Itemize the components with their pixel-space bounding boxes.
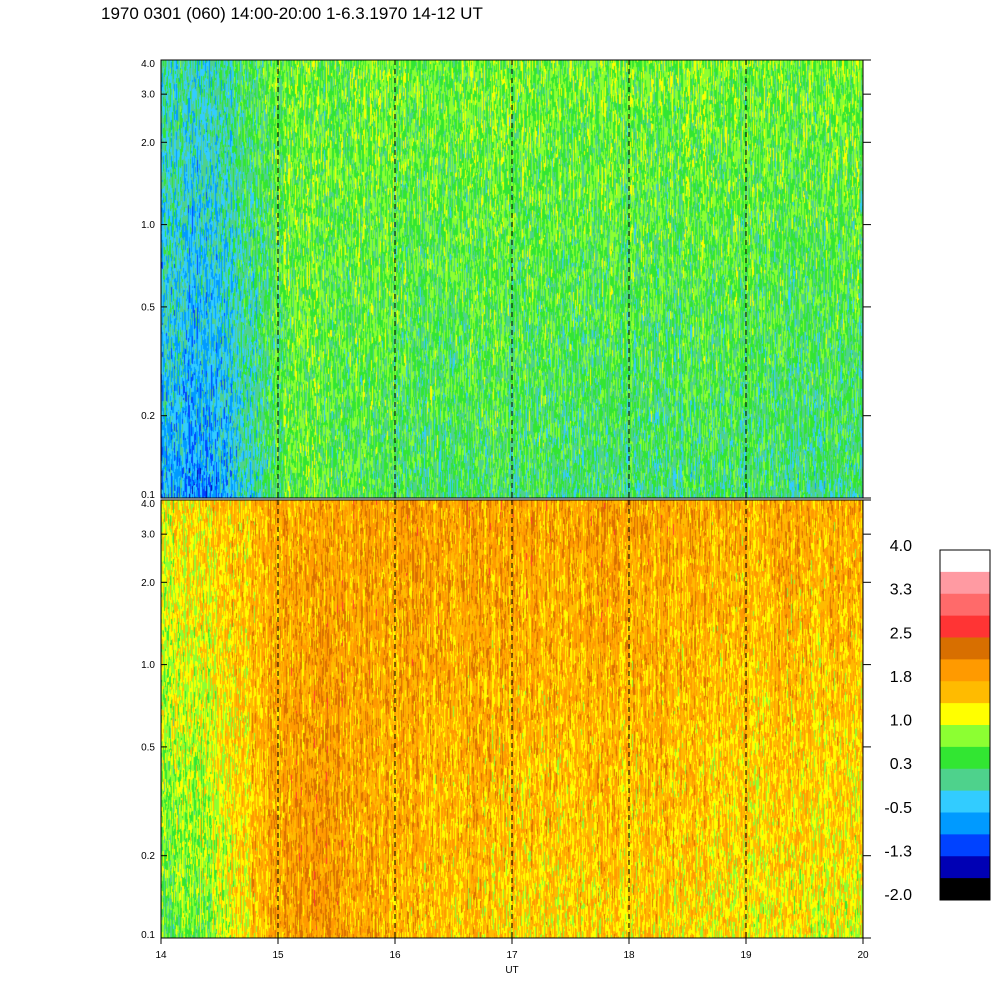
colorbar-swatch xyxy=(940,878,990,901)
x-tick-label: 14 xyxy=(155,950,167,961)
x-axis-label: UT xyxy=(505,965,518,976)
y-tick-label-upper: 0.1 xyxy=(141,490,155,501)
colorbar-swatch xyxy=(940,571,990,595)
colorbar-swatch xyxy=(940,746,990,770)
colorbar-swatch xyxy=(940,768,990,792)
colorbar-label: -2.0 xyxy=(884,887,912,904)
colorbar-swatch xyxy=(940,593,990,617)
colorbar-label: -0.5 xyxy=(884,800,912,817)
y-tick-label-lower: 0.1 xyxy=(141,930,155,941)
colorbar-label: 4.0 xyxy=(890,538,912,555)
y-tick-label-lower: 1.0 xyxy=(141,660,155,671)
y-tick-label-upper: 0.5 xyxy=(141,302,155,313)
colorbar-label: 1.0 xyxy=(890,713,912,730)
x-tick-label: 20 xyxy=(857,950,869,961)
y-tick-label-lower: 0.2 xyxy=(141,851,155,862)
y-tick-label-lower: 4.0 xyxy=(141,499,155,510)
chart-overlay: 0.10.20.51.02.03.04.00.10.20.51.02.03.04… xyxy=(141,59,871,976)
colorbar-label: -1.3 xyxy=(884,843,912,860)
colorbar-label: 0.3 xyxy=(890,756,912,773)
colorbar-swatch xyxy=(940,703,990,726)
colorbar-frame xyxy=(939,549,991,901)
colorbar-swatch xyxy=(940,615,990,638)
y-tick-label-upper: 3.0 xyxy=(141,90,155,101)
colorbar-swatch xyxy=(940,790,990,813)
y-tick-label-upper: 2.0 xyxy=(141,138,155,149)
x-tick-label: 15 xyxy=(272,950,284,961)
x-tick-label: 19 xyxy=(740,950,752,961)
colorbar-swatch xyxy=(940,834,990,857)
colorbar-swatch xyxy=(940,681,990,704)
colorbar-swatch xyxy=(940,725,990,748)
colorbar-swatch xyxy=(940,659,990,682)
x-tick-label: 16 xyxy=(389,950,401,961)
y-tick-label-upper: 1.0 xyxy=(141,220,155,231)
colorbar-swatch xyxy=(940,812,990,835)
colorbar: 4.0 3.3 2.5 1.8 1.0 0.3 -0.5 -1.3 -2.0 xyxy=(884,538,991,904)
colorbar-label: 3.3 xyxy=(890,582,912,599)
y-tick-label-lower: 0.5 xyxy=(141,742,155,753)
colorbar-label: 2.5 xyxy=(890,625,912,642)
y-tick-label-lower: 3.0 xyxy=(141,530,155,541)
colorbar-swatch xyxy=(940,856,990,879)
colorbar-swatch xyxy=(940,550,990,573)
y-tick-label-upper: 0.2 xyxy=(141,411,155,422)
y-tick-label-upper: 4.0 xyxy=(141,59,155,70)
chart-title: 1970 0301 (060) 14:00-20:00 1-6.3.1970 1… xyxy=(101,4,483,23)
x-tick-label: 18 xyxy=(623,950,635,961)
colorbar-label: 1.8 xyxy=(890,669,912,686)
x-tick-label: 17 xyxy=(506,950,518,961)
colorbar-swatch xyxy=(940,637,990,660)
y-tick-label-lower: 2.0 xyxy=(141,578,155,589)
